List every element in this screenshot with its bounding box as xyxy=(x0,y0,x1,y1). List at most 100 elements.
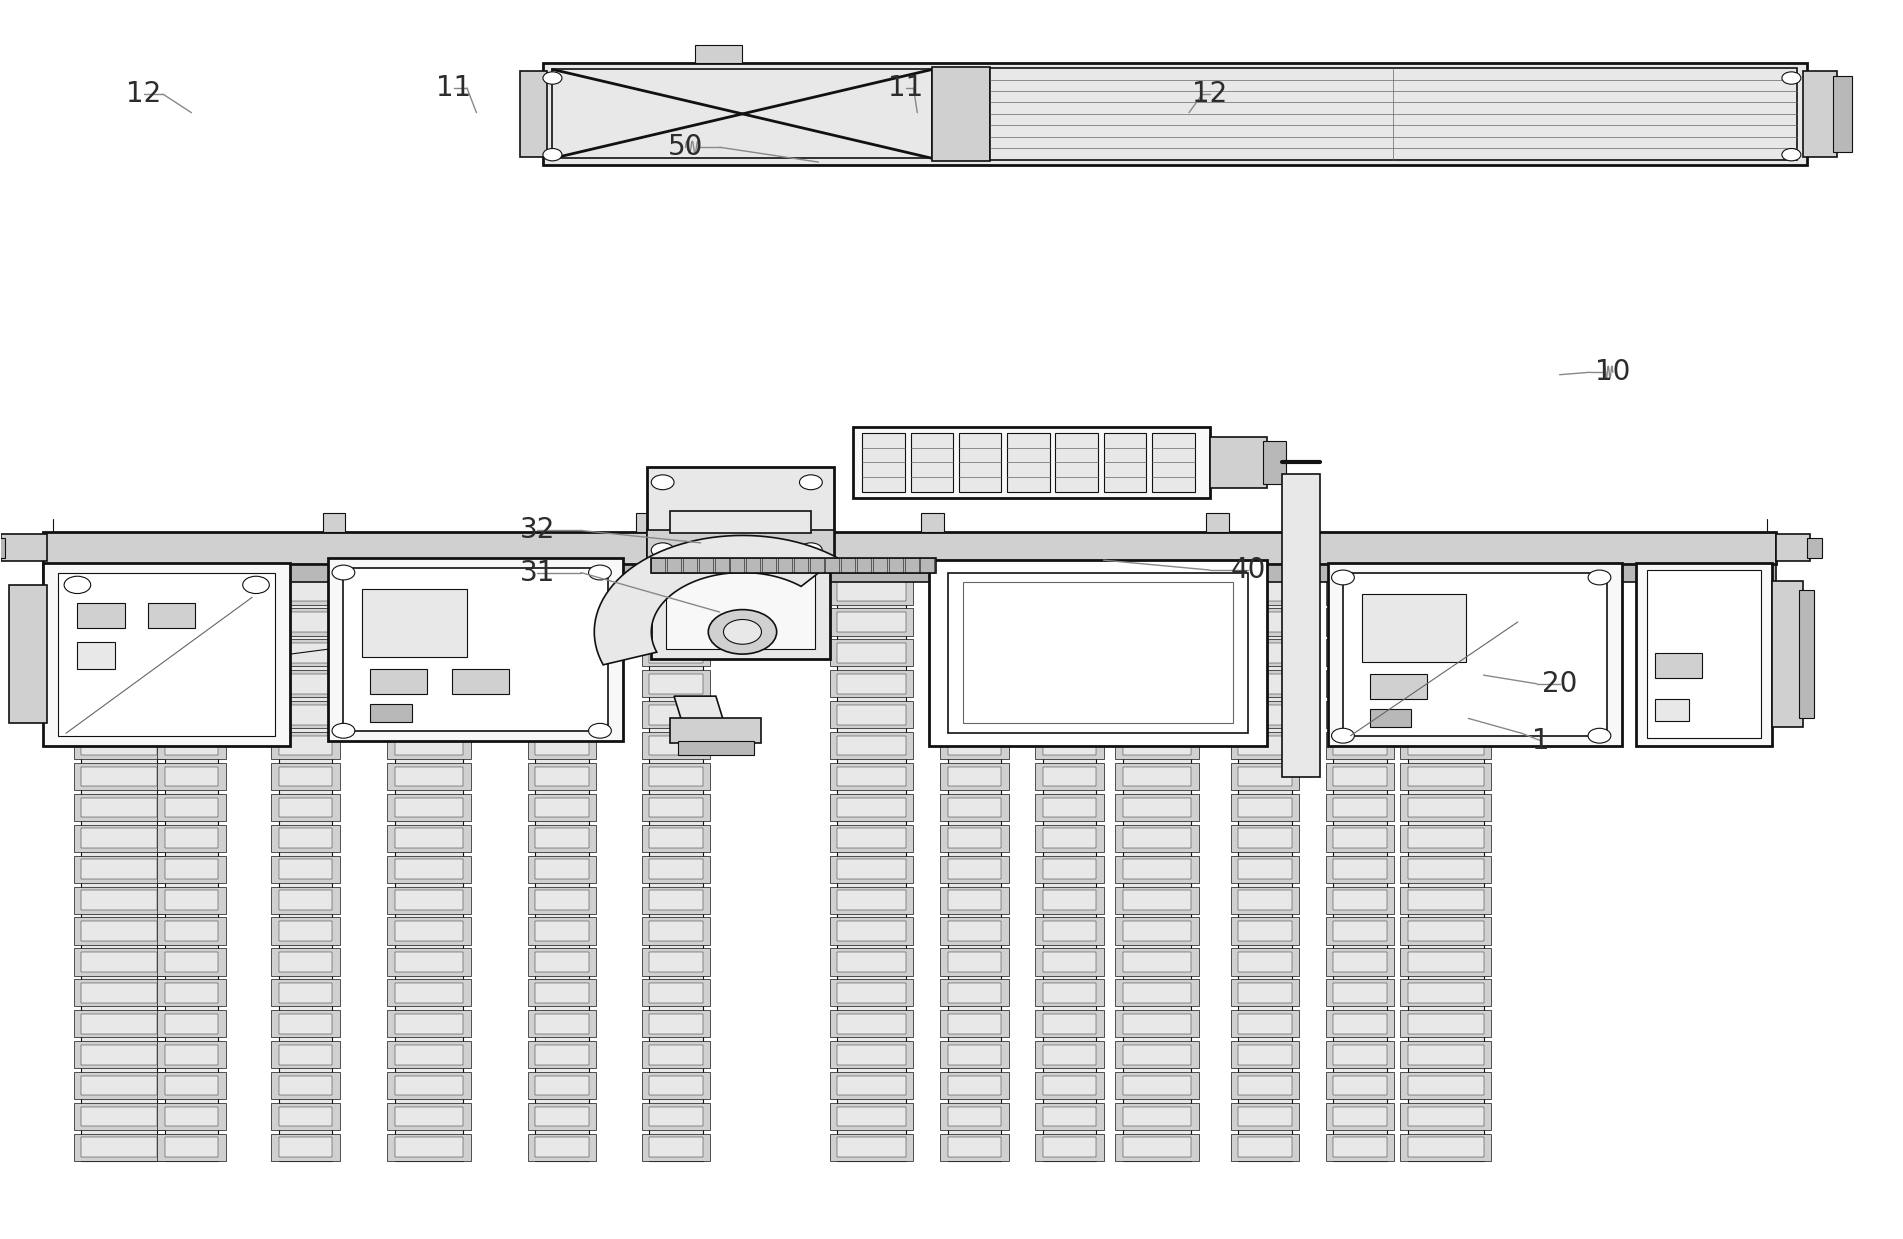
Bar xyxy=(1401,1041,1492,1068)
Bar xyxy=(1239,705,1292,725)
Bar xyxy=(940,1010,1009,1037)
Bar xyxy=(830,639,913,667)
Bar xyxy=(1115,763,1199,790)
Bar xyxy=(1123,860,1191,880)
Bar xyxy=(82,1044,158,1064)
Text: 32: 32 xyxy=(520,517,556,544)
Bar xyxy=(1334,829,1387,849)
Bar xyxy=(166,705,219,725)
Bar xyxy=(272,948,339,975)
Bar xyxy=(82,829,158,849)
Bar xyxy=(826,558,839,572)
Bar xyxy=(82,1106,158,1126)
Bar xyxy=(948,1044,1001,1064)
Bar xyxy=(535,1137,588,1157)
Bar xyxy=(82,860,158,880)
Bar xyxy=(1798,590,1814,719)
Bar xyxy=(1239,829,1292,849)
Bar xyxy=(1239,767,1292,787)
Bar xyxy=(841,558,854,572)
Bar xyxy=(1401,1134,1492,1161)
Bar xyxy=(272,577,339,605)
Bar xyxy=(1035,701,1104,729)
Bar xyxy=(1654,699,1688,721)
Bar xyxy=(10,585,48,724)
Bar xyxy=(1115,639,1199,667)
Bar xyxy=(641,608,710,636)
Bar xyxy=(272,732,339,760)
Bar xyxy=(1035,670,1104,698)
Bar xyxy=(1334,891,1387,909)
Bar xyxy=(1239,1075,1292,1095)
Bar xyxy=(158,825,226,852)
Bar xyxy=(527,1041,596,1068)
Bar xyxy=(1123,612,1191,632)
Bar xyxy=(677,741,754,756)
Bar xyxy=(1123,705,1191,725)
Bar xyxy=(272,1041,339,1068)
Bar xyxy=(1231,1072,1300,1099)
Bar xyxy=(1408,564,1484,1161)
Bar xyxy=(1239,798,1292,818)
Bar xyxy=(929,560,1267,746)
Bar xyxy=(166,674,219,694)
Bar xyxy=(1043,829,1096,849)
Bar xyxy=(837,1075,906,1095)
Bar xyxy=(932,67,990,161)
Circle shape xyxy=(799,475,822,489)
Bar xyxy=(649,612,702,632)
Bar xyxy=(940,670,1009,698)
Bar xyxy=(158,1134,226,1161)
Bar xyxy=(1210,436,1267,488)
Circle shape xyxy=(1781,149,1800,161)
Bar xyxy=(166,921,219,940)
Bar xyxy=(394,767,462,787)
Bar xyxy=(641,1041,710,1068)
Bar xyxy=(1408,674,1484,694)
Bar xyxy=(394,643,462,663)
Bar xyxy=(158,887,226,913)
Bar xyxy=(948,952,1001,971)
Bar xyxy=(82,952,158,971)
Bar xyxy=(940,1134,1009,1161)
Bar xyxy=(552,69,932,159)
Bar xyxy=(649,1106,702,1126)
Bar xyxy=(948,767,1001,787)
Circle shape xyxy=(651,475,674,489)
Bar xyxy=(1231,917,1300,944)
Circle shape xyxy=(244,576,270,593)
Bar xyxy=(1326,670,1395,698)
Bar xyxy=(837,705,906,725)
Bar xyxy=(1115,917,1199,944)
Bar xyxy=(1123,1137,1191,1157)
Bar xyxy=(158,794,226,821)
Bar xyxy=(1408,1137,1484,1157)
Bar xyxy=(1104,432,1146,492)
Bar xyxy=(280,736,331,756)
Bar xyxy=(386,763,470,790)
Bar xyxy=(1231,948,1300,975)
Bar xyxy=(166,612,219,632)
Bar xyxy=(1207,513,1229,532)
Bar xyxy=(451,669,508,694)
Bar xyxy=(668,558,681,572)
Bar xyxy=(1035,979,1104,1006)
Bar xyxy=(386,670,470,698)
Bar xyxy=(649,1044,702,1064)
Bar xyxy=(1408,829,1484,849)
Bar xyxy=(343,567,607,731)
Bar xyxy=(272,1010,339,1037)
Bar xyxy=(158,1103,226,1130)
Bar xyxy=(394,798,462,818)
Bar xyxy=(280,891,331,909)
Bar xyxy=(535,891,588,909)
Bar xyxy=(649,674,702,694)
Bar xyxy=(527,917,596,944)
Bar xyxy=(1123,1106,1191,1126)
Bar xyxy=(1115,1010,1199,1037)
Bar xyxy=(1363,593,1467,662)
Bar xyxy=(1007,432,1050,492)
Bar xyxy=(158,701,226,729)
Bar xyxy=(1239,1014,1292,1033)
Bar xyxy=(1043,564,1096,1161)
